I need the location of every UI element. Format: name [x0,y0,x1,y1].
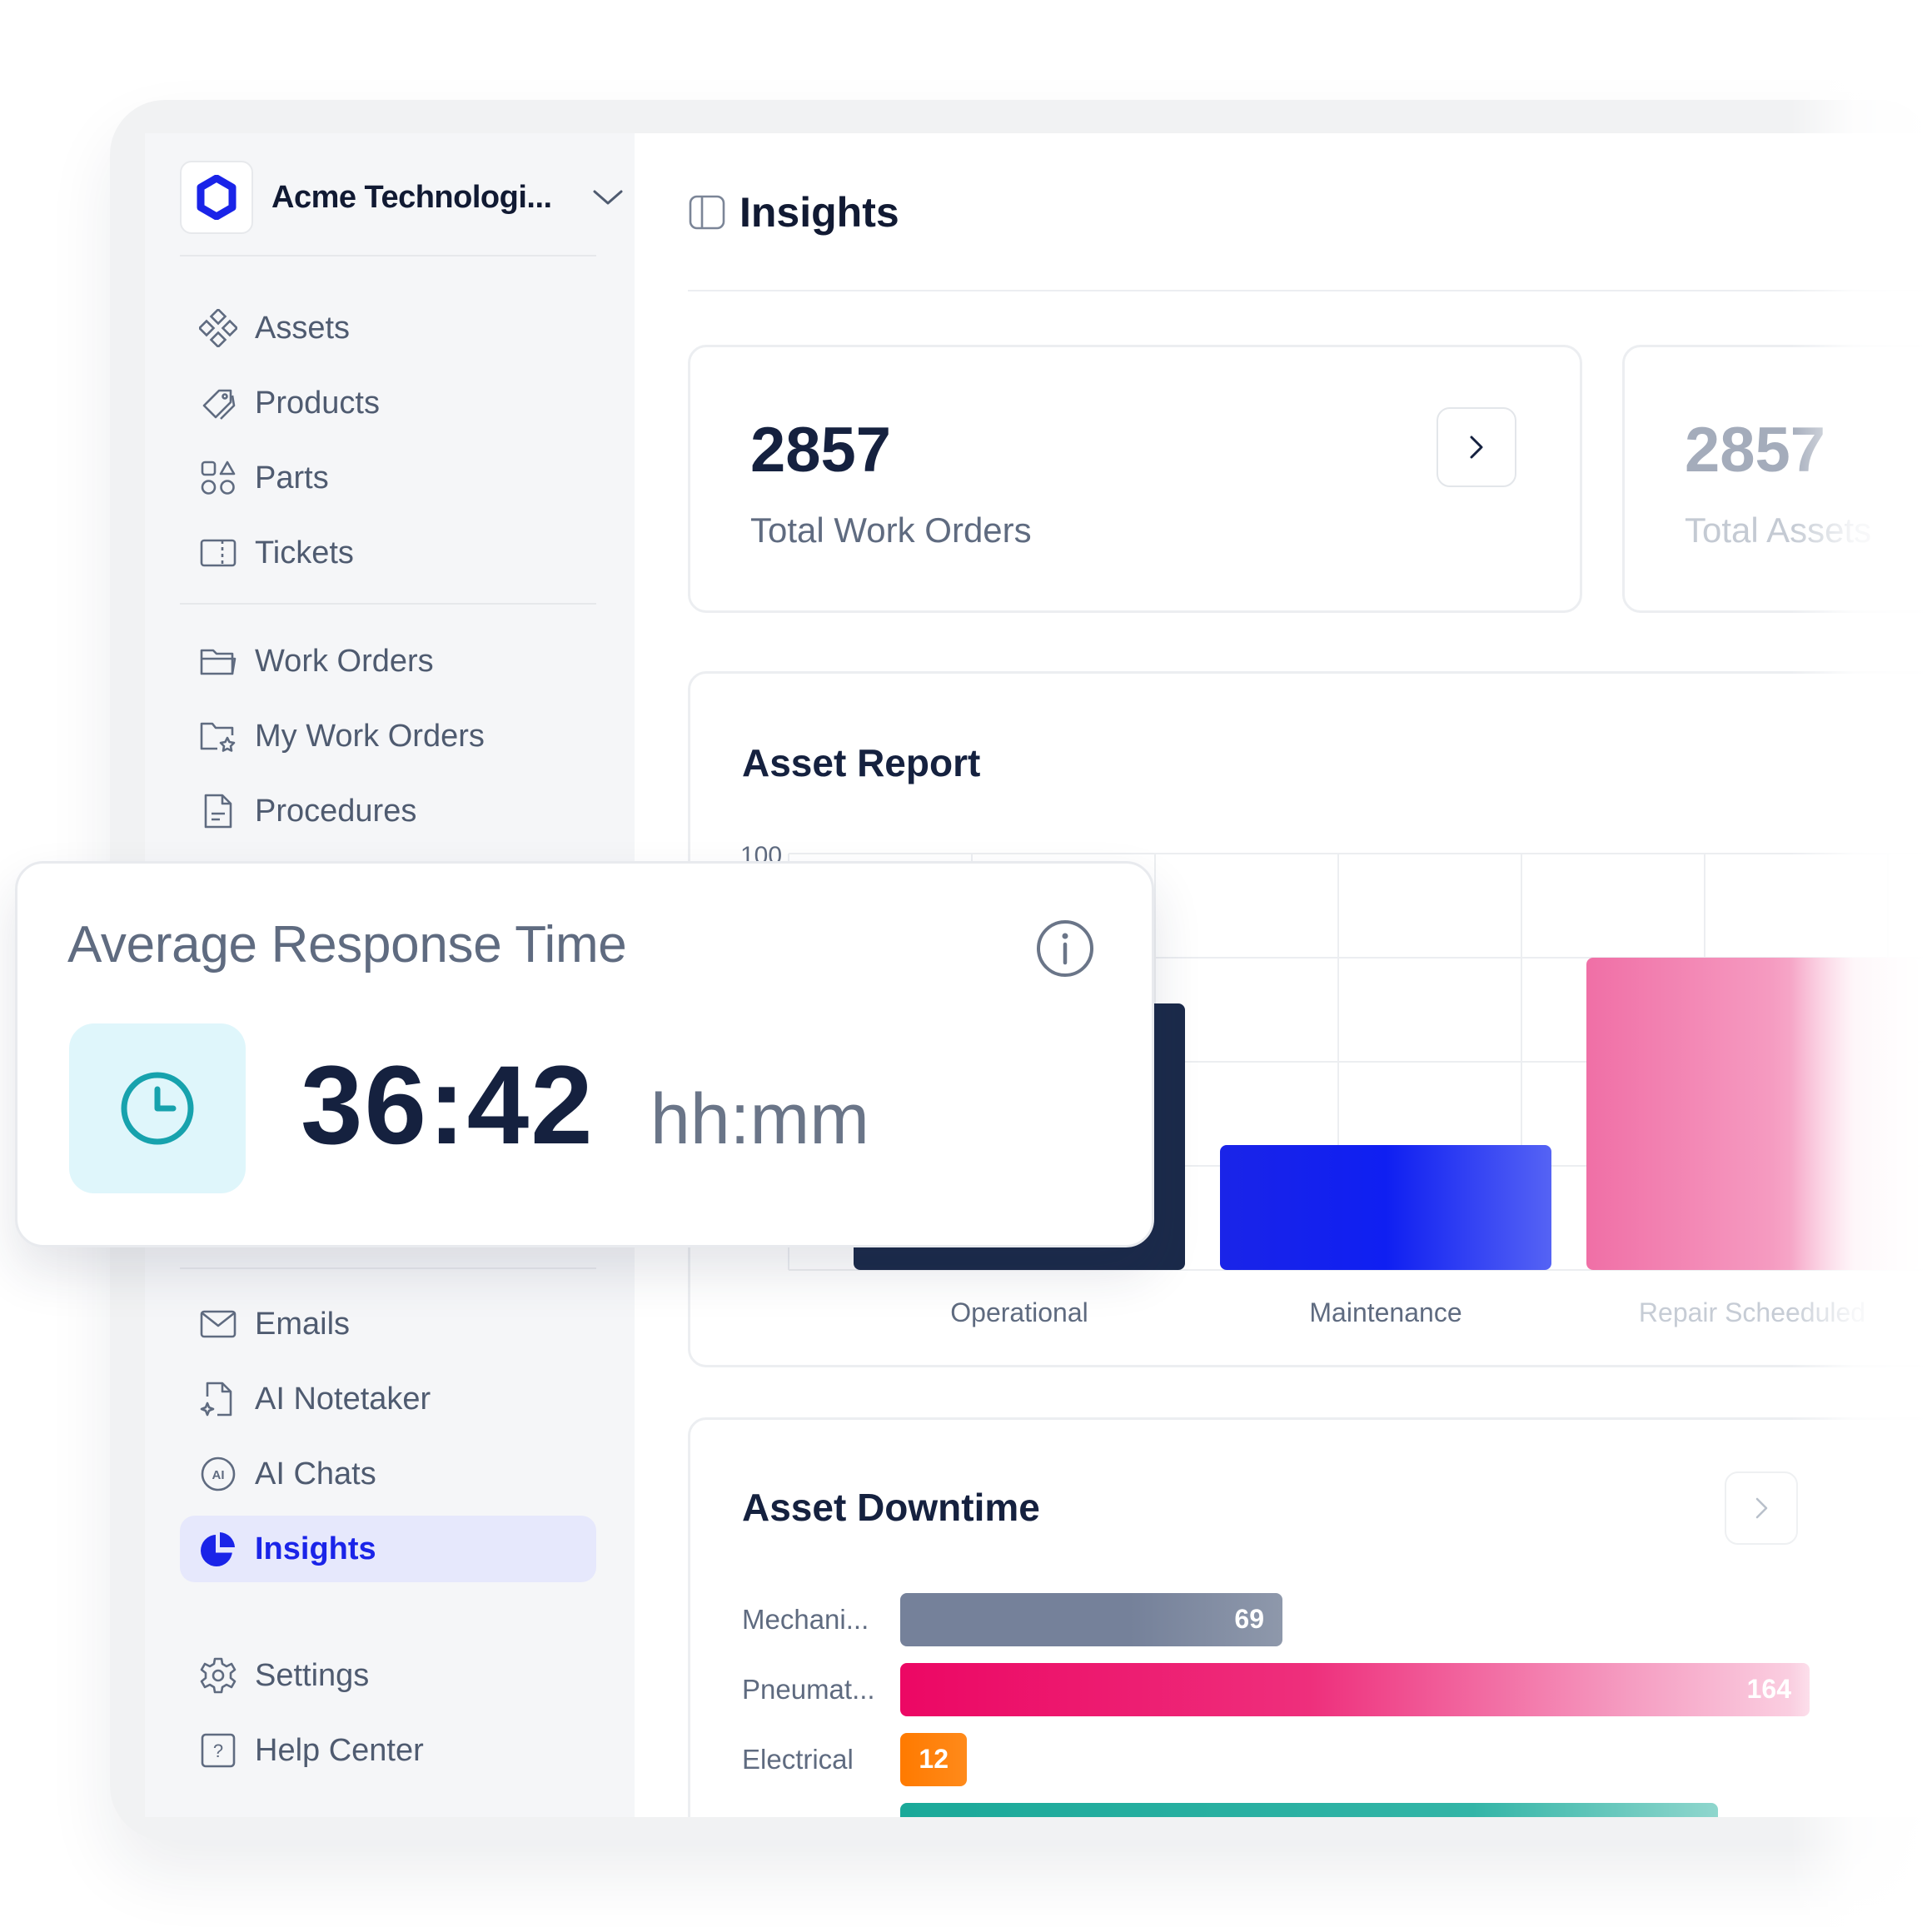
downtime-bar[interactable]: 164 [900,1663,1810,1716]
pie-chart-icon [198,1529,238,1569]
stat-card-work-orders[interactable]: 2857 Total Work Orders [688,345,1582,613]
sidebar-item-label: Tickets [255,535,354,570]
asset-downtime-panel: Asset Downtime Mechani... 69 Pneumat... 164… [688,1417,1932,1817]
chevron-right-icon [1755,1497,1768,1519]
x-tick-label: Maintenance [1309,1297,1461,1327]
sidebar-item-assets[interactable]: Assets [180,295,596,361]
open-downtime-button[interactable] [1725,1471,1798,1545]
workspace-name: Acme Technologi... [271,179,552,215]
average-response-time-card: Average Response Time 36:42 hh:mm [15,861,1154,1247]
parts-icon [198,458,238,498]
stat-label: Total Assets [1685,510,1872,550]
sidebar-item-products[interactable]: Products [180,370,596,436]
sidebar-item-help-center[interactable]: ? Help Center [180,1717,596,1784]
open-work-orders-button[interactable] [1437,407,1516,487]
sidebar-item-label: My Work Orders [255,718,485,754]
sidebar-item-ai-notetaker[interactable]: AI Notetaker [180,1366,596,1432]
x-tick-label: Operational [950,1297,1088,1327]
mail-icon [198,1304,238,1344]
chevron-right-icon [1470,436,1483,459]
downtime-row: Pneumat... 164 [742,1663,1908,1716]
ticket-icon [198,533,238,573]
downtime-bar-track: 69 [900,1593,1282,1646]
clock-icon [69,1023,246,1193]
chevron-down-icon[interactable] [591,185,625,210]
sidebar-item-label: AI Chats [255,1456,376,1491]
page-header: Insights [688,188,899,237]
document-icon [198,791,238,831]
response-time-unit: hh:mm [650,1079,869,1159]
sidebar-item-label: Procedures [255,793,417,829]
sidebar-item-label: Parts [255,460,329,495]
ai-note-icon [198,1379,238,1419]
panel-title: Asset Downtime [742,1486,1040,1529]
header-divider [688,290,1932,291]
sidebar-item-label: Work Orders [255,643,434,679]
sidebar-toggle-icon[interactable] [688,193,726,232]
downtime-bar-value: 69 [1234,1604,1264,1634]
sidebar-item-label: Help Center [255,1732,424,1768]
downtime-bar-track: 12 [900,1733,967,1786]
sidebar-divider [180,255,596,256]
ai-chat-icon: AI [198,1454,238,1494]
sidebar-item-work-orders[interactable]: Work Orders [180,628,596,695]
main-content: Insights 2857 Total Work Orders 2857 Tot… [635,133,1932,1817]
sidebar-item-ai-chats[interactable]: AI AI Chats [180,1441,596,1507]
sidebar-item-label: Emails [255,1306,351,1342]
folder-star-icon [198,716,238,756]
stat-label: Total Work Orders [750,510,1032,550]
sidebar-divider [180,603,596,605]
sidebar-item-parts[interactable]: Parts [180,445,596,511]
sidebar-item-insights[interactable]: Insights [180,1516,596,1582]
stat-value: 2857 [1685,415,1826,485]
tag-icon [198,383,238,423]
bar [1586,958,1918,1270]
page-title: Insights [739,189,899,236]
downtime-bar-value: 12 [919,1744,949,1774]
downtime-row: Mechani... 69 [742,1593,1908,1646]
sidebar-item-my-work-orders[interactable]: My Work Orders [180,703,596,769]
folder-icon [198,641,238,681]
sidebar-item-procedures[interactable]: Procedures [180,778,596,844]
sidebar-item-tickets[interactable]: Tickets [180,520,596,586]
svg-text:?: ? [213,1740,223,1761]
downtime-bar[interactable]: 69 [900,1593,1282,1646]
downtime-row-label: Mechani... [742,1604,869,1635]
info-icon[interactable] [1035,919,1095,978]
response-time-value: 36:42 [301,1043,595,1168]
gear-icon [198,1656,238,1695]
downtime-row-label: Pneumat... [742,1674,875,1705]
svg-text:AI: AI [212,1468,225,1482]
x-tick-label: Repair Scheeduled [1639,1297,1865,1327]
stat-card-assets[interactable]: 2857 Total Assets [1622,345,1932,613]
sidebar-item-label: Settings [255,1657,370,1693]
stat-value: 2857 [750,415,892,485]
assets-icon [198,308,238,348]
workspace-switcher[interactable]: Acme Technologi... [180,160,630,235]
sidebar-item-label: Products [255,385,380,421]
downtime-bar[interactable]: 12 [900,1733,967,1786]
card-title: Average Response Time [67,916,627,973]
downtime-bar-track: 164 [900,1663,1810,1716]
downtime-row-label: Electrical [742,1744,854,1775]
sidebar-item-label: Insights [255,1531,376,1566]
sidebar-divider [180,1267,596,1269]
sidebar-item-label: Assets [255,310,351,346]
downtime-bar-value: 164 [1746,1674,1791,1704]
sidebar-item-settings[interactable]: Settings [180,1642,596,1709]
downtime-row: Electrical 12 [742,1733,1908,1786]
sidebar-item-label: AI Notetaker [255,1381,431,1417]
help-icon: ? [198,1730,238,1770]
panel-title: Asset Report [742,741,981,784]
bar [1220,1145,1551,1270]
downtime-bar[interactable] [900,1803,1718,1817]
sidebar-item-emails[interactable]: Emails [180,1291,596,1357]
workspace-logo-icon [180,161,253,234]
